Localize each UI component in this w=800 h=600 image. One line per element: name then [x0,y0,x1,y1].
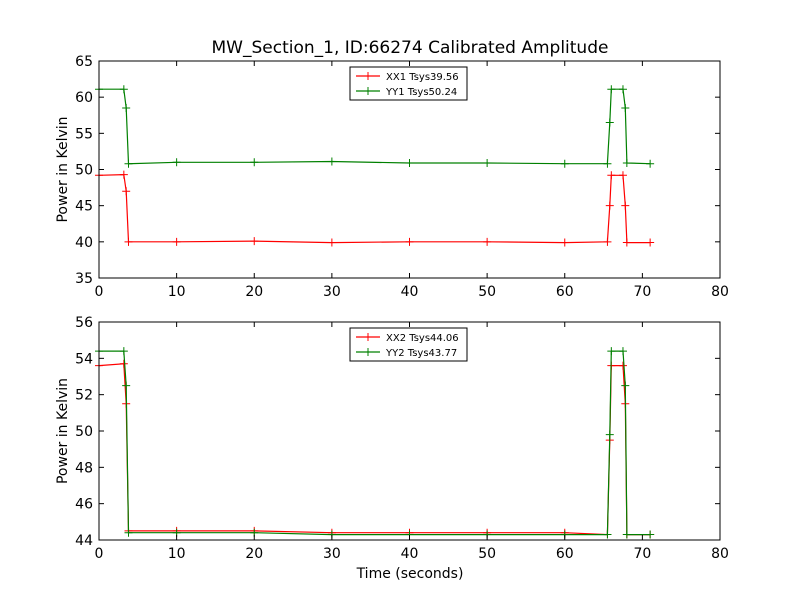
data-point-0-1-8 [483,158,492,167]
x-tick-label: 60 [556,284,574,300]
legend-marker [364,72,372,80]
data-point-0-1-5 [250,158,259,167]
x-tick-label: 30 [323,284,341,300]
data-point-0-1-7 [405,158,414,167]
series-line-1-1 [99,350,651,536]
data-point-0-0-14 [621,201,630,210]
y-tick-label: 55 [75,126,93,142]
legend-entry: XX2 Tsys44.06 [386,333,459,344]
series-line-0-0 [98,173,651,244]
y-tick-label: 48 [75,460,93,476]
legend-entry: YY1 Tsys50.24 [385,87,457,98]
x-tick-label: 40 [401,284,419,300]
legend: XX2 Tsys44.06 YY2 Tsys43.77 [349,327,468,362]
data-point-0-0-11 [605,201,614,210]
data-point-1-0-13 [618,361,627,370]
data-point-1-1-13 [618,347,627,356]
x-tick-label: 30 [323,546,341,562]
x-tick-label: 70 [633,546,651,562]
bottom-panel: 0 10 20 30 40 50 60 70 80 44 46 48 50 52 54 56 Power in … [55,315,729,562]
data-point-0-1-14 [621,104,630,113]
x-tick-label: 80 [711,284,729,300]
data-point-0-0-13 [618,171,627,180]
legend-marker [364,87,372,95]
data-point-0-0-12 [607,171,616,180]
x-tick-label: 50 [478,284,496,300]
x-tick-label: 70 [633,284,651,300]
data-point-1-1-16 [646,530,655,539]
top-panel: 0 10 20 30 40 50 60 70 80 35 40 45 50 55 60 65 Power in … [55,54,729,300]
data-point-0-1-4 [172,158,181,167]
x-tick-label: 0 [95,284,104,300]
y-axis-label: Power in Kelvin [55,378,71,484]
data-point-0-0-7 [405,237,414,246]
series-line-1-0 [98,363,651,536]
data-point-0-1-16 [646,159,655,168]
data-point-0-0-16 [646,238,655,247]
data-point-1-1-1 [119,347,128,356]
x-tick-label: 40 [401,546,419,562]
data-point-1-1-15 [622,530,631,539]
legend-box [349,327,468,362]
data-point-1-0-1 [119,359,128,368]
x-tick-label: 60 [556,546,574,562]
data-point-0-1-9 [560,159,569,168]
data-point-0-1-1 [119,85,128,94]
y-tick-label: 46 [75,497,93,513]
data-point-0-0-6 [327,238,336,247]
legend-marker [364,333,372,341]
x-tick-label: 80 [711,546,729,562]
data-point-0-1-6 [327,157,336,166]
data-point-0-0-4 [172,237,181,246]
data-point-0-1-15 [622,158,631,167]
data-point-0-0-5 [250,237,259,246]
y-tick-label: 45 [75,199,93,215]
data-point-0-1-2 [122,104,131,113]
x-tick-label: 50 [478,546,496,562]
data-point-0-0-3 [124,237,133,246]
legend-entry: XX1 Tsys39.56 [386,72,459,83]
y-tick-label: 35 [75,271,93,287]
data-point-0-1-10 [603,159,612,168]
legend-marker [364,348,372,356]
chart-title: MW_Section_1, ID:66274 Calibrated Amplit… [212,38,609,58]
x-tick-label: 20 [245,546,263,562]
data-point-0-0-1 [119,170,128,179]
y-tick-label: 50 [75,424,93,440]
data-point-1-1-14 [621,381,630,390]
data-point-1-1-10 [603,530,612,539]
data-point-0-0-8 [483,237,492,246]
y-tick-label: 50 [75,163,93,179]
y-axis-label: Power in Kelvin [55,116,71,222]
data-point-0-1-13 [618,85,627,94]
y-tick-label: 65 [75,54,93,70]
legend-box [349,66,468,101]
data-point-0-1-11 [605,118,614,127]
data-point-0-0-10 [603,237,612,246]
x-tick-label: 10 [168,284,186,300]
data-point-1-1-2 [122,381,131,390]
data-point-0-1-12 [607,85,616,94]
x-axis-label: Time (seconds) [356,566,464,582]
data-point-1-1-12 [607,347,616,356]
y-tick-label: 56 [75,315,93,331]
data-point-0-0-9 [560,238,569,247]
data-point-0-0-15 [622,238,631,247]
x-tick-label: 10 [168,546,186,562]
data-point-0-1-3 [124,159,133,168]
y-tick-label: 54 [75,351,93,367]
y-tick-label: 40 [75,235,93,251]
data-point-1-1-11 [605,430,614,439]
x-tick-label: 0 [95,546,104,562]
y-tick-label: 52 [75,388,93,404]
legend: XX1 Tsys39.56 YY1 Tsys50.24 [349,66,468,101]
y-tick-label: 60 [75,90,93,106]
x-tick-label: 20 [245,284,263,300]
data-point-0-0-2 [122,187,131,196]
legend-entry: YY2 Tsys43.77 [385,348,457,359]
data-point-1-1-3 [124,528,133,537]
y-tick-label: 44 [75,533,93,549]
